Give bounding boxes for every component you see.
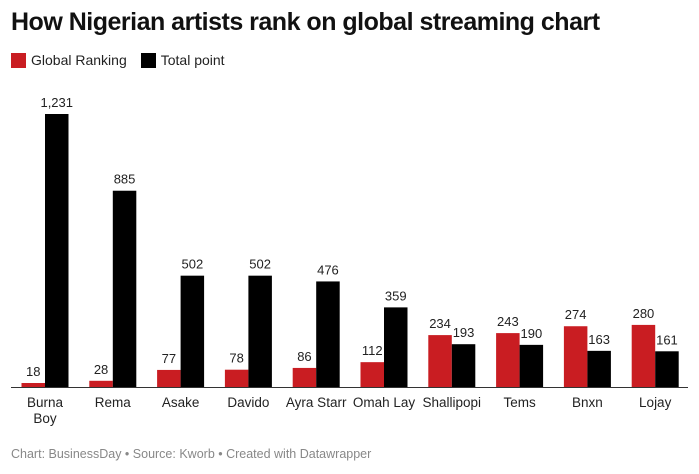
legend-swatch xyxy=(140,52,156,68)
bar-total-point xyxy=(316,281,340,387)
data-label: 476 xyxy=(317,262,339,277)
data-label: 1,231 xyxy=(40,95,73,110)
chart-footer: Chart: BusinessDay • Source: Kworb • Cre… xyxy=(11,447,372,461)
x-tick-label: Rema xyxy=(95,395,132,410)
legend-swatch xyxy=(11,52,26,68)
data-label: 234 xyxy=(429,316,451,331)
x-tick-label: Tems xyxy=(503,395,536,410)
x-tick-label: Omah Lay xyxy=(353,395,416,410)
bar-total-point xyxy=(519,344,544,387)
bar-global-ranking xyxy=(89,380,113,387)
data-label: 18 xyxy=(26,364,40,379)
bar-global-ranking xyxy=(428,335,452,387)
data-label: 359 xyxy=(385,288,407,303)
bar-global-ranking xyxy=(157,369,181,387)
bar-total-point xyxy=(248,275,272,387)
data-label: 161 xyxy=(656,332,678,347)
bar-global-ranking xyxy=(631,324,656,387)
x-tick-label: Boy xyxy=(33,411,57,426)
x-tick-label: Burna xyxy=(27,395,64,410)
legend-item-global-ranking: Global Ranking xyxy=(11,52,127,68)
bar-total-point xyxy=(45,114,69,387)
bar-global-ranking xyxy=(224,369,249,387)
legend-label: Total point xyxy=(160,52,225,68)
data-label: 193 xyxy=(453,325,475,340)
bar-global-ranking xyxy=(496,333,520,387)
data-label: 163 xyxy=(588,332,610,347)
bar-total-point xyxy=(655,351,679,387)
bar-total-point xyxy=(384,307,408,387)
chart-title: How Nigerian artists rank on global stre… xyxy=(11,8,600,36)
data-label: 243 xyxy=(497,314,519,329)
bar-global-ranking xyxy=(563,326,588,387)
x-tick-label: Ayra Starr xyxy=(286,395,347,410)
data-label: 502 xyxy=(181,257,203,272)
data-label: 280 xyxy=(633,306,655,321)
bar-total-point xyxy=(587,350,611,387)
bar-global-ranking xyxy=(360,362,384,387)
data-label: 274 xyxy=(565,307,587,322)
bar-global-ranking xyxy=(21,383,45,387)
legend: Global Ranking Total point xyxy=(11,52,225,68)
data-label: 78 xyxy=(229,351,243,366)
legend-item-total-point: Total point xyxy=(140,52,225,68)
x-tick-label: Asake xyxy=(162,395,200,410)
x-tick-label: Shallipopi xyxy=(423,395,482,410)
bar-global-ranking xyxy=(292,367,317,387)
bar-total-point xyxy=(180,275,205,387)
x-tick-label: Lojay xyxy=(639,395,672,410)
data-label: 86 xyxy=(297,349,311,364)
legend-label: Global Ranking xyxy=(31,52,127,68)
data-label: 190 xyxy=(520,326,542,341)
bar-total-point xyxy=(451,344,476,387)
bar-total-point xyxy=(112,190,137,387)
data-label: 77 xyxy=(162,351,176,366)
data-label: 502 xyxy=(249,257,271,272)
x-tick-label: Bnxn xyxy=(572,395,603,410)
data-label: 28 xyxy=(94,362,108,377)
data-label: 112 xyxy=(362,343,383,358)
data-label: 885 xyxy=(114,172,136,187)
x-tick-label: Davido xyxy=(227,395,269,410)
